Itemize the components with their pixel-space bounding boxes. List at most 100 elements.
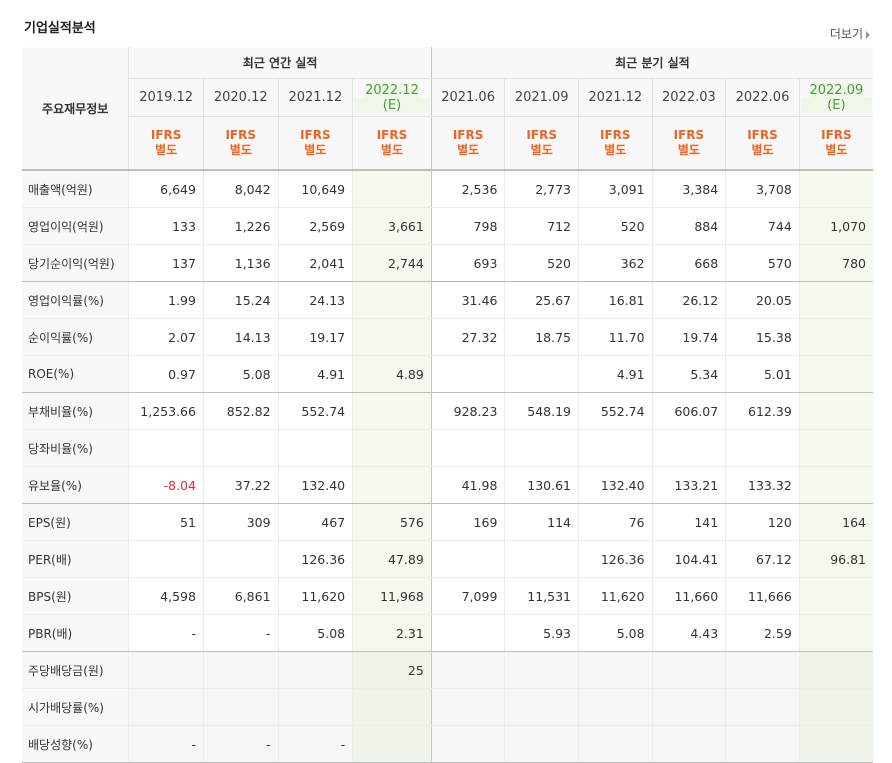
table-row: 매출액(억원) 6,649 8,042 10,649 2,536 2,773 3,091 3,… — [22, 170, 873, 208]
table-cell — [352, 688, 432, 726]
table-cell — [352, 466, 432, 504]
table-cell — [202, 540, 279, 578]
table-cell: 2,569 — [277, 207, 353, 245]
table-cell: 133 — [128, 207, 204, 245]
estimate-marker: (E) — [800, 97, 872, 113]
table-cell: 104.41 — [651, 540, 726, 578]
table-row: EPS(원) 51 309 467 576 169 114 76 141 120 164 — [22, 503, 873, 541]
table-cell — [504, 725, 579, 763]
row-label: 유보율(%) — [22, 466, 129, 504]
table-cell: 137 — [128, 244, 204, 282]
table-row: 시가배당률(%) — [22, 688, 873, 726]
table-cell — [352, 170, 432, 208]
table-cell: 19.17 — [277, 318, 353, 356]
ifrs-type-label: 별도 — [155, 143, 178, 157]
ifrs-type-label: 별도 — [825, 143, 848, 157]
row-label: 당좌비율(%) — [22, 429, 129, 467]
table-row: 영업이익(억원) 133 1,226 2,569 3,661 798 712 520 884 74… — [22, 207, 873, 245]
table-cell — [202, 688, 279, 726]
table-cell — [128, 688, 204, 726]
table-cell — [798, 429, 873, 467]
table-cell: 884 — [651, 207, 726, 245]
period-header: 2021.12 — [578, 78, 653, 117]
table-cell — [798, 614, 873, 652]
ifrs-header: IFRS 별도 — [128, 116, 204, 171]
table-cell — [128, 540, 204, 578]
table-cell: 2,041 — [277, 244, 353, 282]
table-cell: 3,384 — [651, 170, 726, 208]
table-cell — [352, 725, 432, 763]
table-cell: 2.07 — [128, 318, 204, 356]
ifrs-type-label: 별도 — [304, 143, 327, 157]
more-link[interactable]: 더보기 — [830, 25, 870, 42]
table-cell: 37.22 — [202, 466, 279, 504]
period-header: 2021.12 — [277, 78, 353, 117]
table-cell: 1,253.66 — [128, 392, 204, 430]
table-cell: 132.40 — [277, 466, 353, 504]
table-cell — [504, 688, 579, 726]
table-cell — [430, 688, 505, 726]
table-cell: 141 — [651, 503, 726, 541]
table-cell: 11.70 — [578, 318, 653, 356]
table-cell: 114 — [504, 503, 579, 541]
period-header: 2022.09 (E) — [798, 78, 873, 117]
period-date: 2021.06 — [441, 90, 495, 105]
table-cell — [430, 725, 505, 763]
table-cell — [798, 466, 873, 504]
period-header: 2022.06 — [725, 78, 800, 117]
table-cell: 693 — [430, 244, 505, 282]
table-cell: 576 — [352, 503, 432, 541]
table-cell: 0.97 — [128, 355, 204, 393]
table-cell: 3,091 — [578, 170, 653, 208]
ifrs-label: IFRS — [821, 128, 852, 142]
table-row: 당기순이익(억원) 137 1,136 2,041 2,744 693 520 362 668 5… — [22, 244, 873, 282]
row-label: PBR(배) — [22, 614, 129, 652]
table-cell: 31.46 — [430, 281, 505, 319]
table-cell: 780 — [798, 244, 873, 282]
ifrs-header: IFRS 별도 — [202, 116, 279, 171]
financial-table: 주요재무정보 최근 연간 실적 최근 분기 실적 2019.12 2020.12 2… — [22, 47, 873, 763]
ifrs-label: IFRS — [150, 128, 182, 142]
table-cell: 24.13 — [277, 281, 353, 319]
row-label: 매출액(억원) — [22, 170, 129, 208]
table-cell: 11,620 — [277, 577, 353, 615]
quarter-group-header: 최근 분기 실적 — [430, 47, 873, 79]
table-cell — [798, 355, 873, 393]
table-cell: 169 — [430, 503, 505, 541]
table-cell — [725, 725, 800, 763]
table-cell: 6,861 — [202, 577, 279, 615]
row-label: 시가배당률(%) — [22, 688, 129, 726]
table-cell: - — [202, 725, 279, 763]
table-cell: 67.12 — [725, 540, 800, 578]
table-cell: 8,042 — [202, 170, 279, 208]
table-cell: 362 — [578, 244, 653, 282]
period-date: 2021.09 — [514, 90, 569, 105]
period-header: 2020.12 — [202, 78, 279, 117]
table-cell — [430, 540, 505, 578]
table-cell — [578, 688, 653, 726]
table-cell — [430, 651, 505, 689]
table-cell: 19.74 — [651, 318, 726, 356]
table-cell: -8.04 — [128, 466, 204, 504]
table-cell: 548.19 — [504, 392, 579, 430]
ifrs-label: IFRS — [300, 128, 331, 142]
table-cell: 570 — [725, 244, 800, 282]
period-header: 2022.03 — [651, 78, 726, 117]
row-label-header: 주요재무정보 — [22, 47, 129, 171]
table-cell — [725, 688, 800, 726]
table-cell: 26.12 — [651, 281, 726, 319]
table-cell — [277, 688, 353, 726]
table-cell — [798, 651, 873, 689]
ifrs-label: IFRS — [747, 128, 778, 142]
ifrs-type-label: 별도 — [229, 143, 252, 157]
table-cell — [504, 651, 579, 689]
table-cell: 552.74 — [277, 392, 353, 430]
table-cell — [504, 355, 579, 393]
table-cell: 5.93 — [504, 614, 579, 652]
table-cell: 47.89 — [352, 540, 432, 578]
table-cell: 712 — [504, 207, 579, 245]
ifrs-header: IFRS 별도 — [651, 116, 726, 171]
table-row: ROE(%) 0.97 5.08 4.91 4.89 4.91 5.34 5.01 — [22, 355, 873, 393]
table-cell: 309 — [202, 503, 279, 541]
period-date: 2020.12 — [213, 90, 268, 105]
